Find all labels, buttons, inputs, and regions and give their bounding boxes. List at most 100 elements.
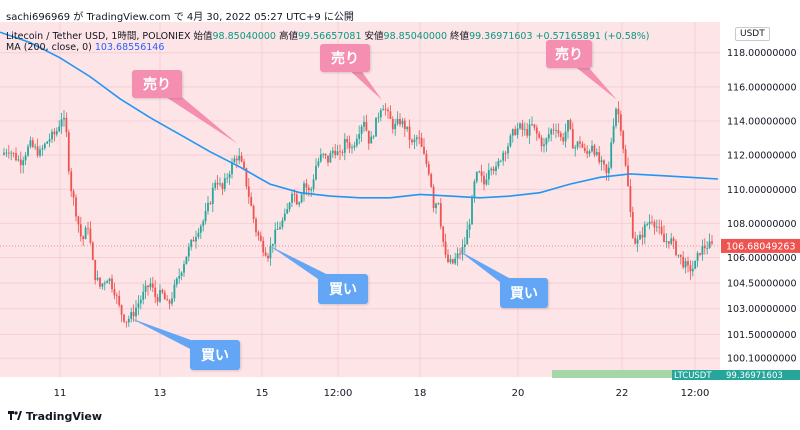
ltc-label: LTCUSDT [674, 371, 712, 381]
candle-body [317, 161, 320, 166]
candle-body [5, 152, 8, 154]
candle-body [420, 137, 423, 147]
candle-body [31, 140, 34, 147]
candle-body [691, 268, 694, 272]
candle-body [425, 153, 428, 164]
candle-body [413, 139, 416, 143]
candle-body [483, 175, 485, 185]
close-label: 終値 [450, 31, 470, 42]
candle-body [475, 171, 478, 182]
publish-header: sachi696969 が TradingView.com で 4月 30, 2… [6, 12, 354, 23]
candle-body [463, 244, 466, 247]
candle-body [631, 211, 634, 238]
candle-body [394, 123, 397, 130]
candle-body [543, 144, 545, 147]
ltc-value-badge [720, 370, 800, 380]
candle-body [555, 130, 557, 132]
candle-body [329, 153, 332, 163]
open-label: 始值 [193, 31, 213, 42]
candle-body [619, 114, 622, 132]
candle-body [147, 285, 149, 288]
candle-body [557, 130, 560, 134]
candle-body [396, 118, 399, 124]
candle-body [497, 160, 500, 167]
candle-body [137, 303, 140, 308]
candle-body [365, 121, 368, 131]
candle-body [336, 151, 339, 155]
candle-body [199, 226, 202, 233]
candle-body [353, 145, 356, 148]
candle-body [228, 174, 231, 178]
candle-body [283, 213, 286, 221]
candle-body [355, 138, 358, 146]
candle-body [339, 151, 341, 153]
candle-body [485, 179, 488, 185]
symbol-name[interactable]: Litecoin / Tether USD, 1時間, POLONIEX [6, 31, 191, 42]
candle-body [34, 146, 37, 148]
volume-strip [552, 370, 672, 378]
candle-body [223, 178, 226, 189]
candle-body [533, 124, 536, 128]
candle-body [389, 111, 392, 119]
candle-body [502, 152, 505, 161]
candle-body [655, 226, 658, 228]
candle-body [487, 170, 490, 180]
x-tick-label: 13 [154, 388, 167, 399]
y-tick-label: 108.00000000 [727, 219, 797, 230]
grid: 118.00000000 116.00000000 114.00000000 112.… [0, 22, 797, 399]
candle-body [351, 147, 353, 149]
ma-legend[interactable]: MA (200, close, 0) 103.68556146 [6, 42, 164, 53]
candle-body [293, 193, 296, 195]
candle-body [377, 117, 380, 119]
candle-body [192, 239, 195, 242]
candle-body [221, 183, 224, 189]
currency-button[interactable]: USDT [735, 27, 770, 41]
candle-body [250, 196, 253, 206]
candle-body [624, 149, 627, 166]
candle-body [583, 147, 586, 152]
buy-callout [190, 340, 240, 370]
tradingview-logo[interactable]: TradingView [8, 410, 102, 423]
candle-body [255, 218, 257, 233]
candle-body [247, 186, 250, 197]
candle-body [367, 130, 370, 144]
candle-body [101, 283, 104, 287]
candle-body [300, 194, 303, 203]
candle-body [87, 227, 89, 229]
candle-body [576, 141, 579, 148]
high-label: 高値 [279, 31, 299, 42]
candle-body [667, 241, 670, 244]
candle-body [711, 241, 713, 244]
candle-body [10, 152, 13, 154]
candle-body [195, 236, 197, 242]
candle-body [430, 174, 433, 187]
candle-body [701, 245, 704, 255]
candle-body [94, 259, 97, 280]
x-tick-label: 12:00 [681, 388, 710, 399]
candle-body [24, 155, 27, 161]
candle-body [684, 261, 687, 268]
candle-body [187, 246, 190, 257]
candle-body [48, 139, 51, 142]
candle-body [175, 278, 178, 285]
candle-body [279, 227, 281, 230]
candle-body [324, 153, 327, 156]
y-tick-label: 112.00000000 [727, 151, 797, 162]
candle-body [58, 126, 61, 132]
candle-body [535, 127, 538, 134]
candle-body [267, 255, 269, 259]
candle-body [504, 152, 507, 154]
candle-body [252, 205, 255, 219]
candle-body [591, 145, 593, 152]
candle-body [634, 237, 637, 244]
candle-body [651, 221, 653, 223]
candle-body [480, 171, 483, 176]
candle-body [240, 155, 243, 162]
candle-body [259, 235, 262, 241]
candle-body [264, 252, 267, 256]
candle-body [456, 253, 459, 259]
candle-body [595, 152, 598, 155]
candle-body [399, 118, 401, 125]
candle-body [269, 245, 272, 259]
